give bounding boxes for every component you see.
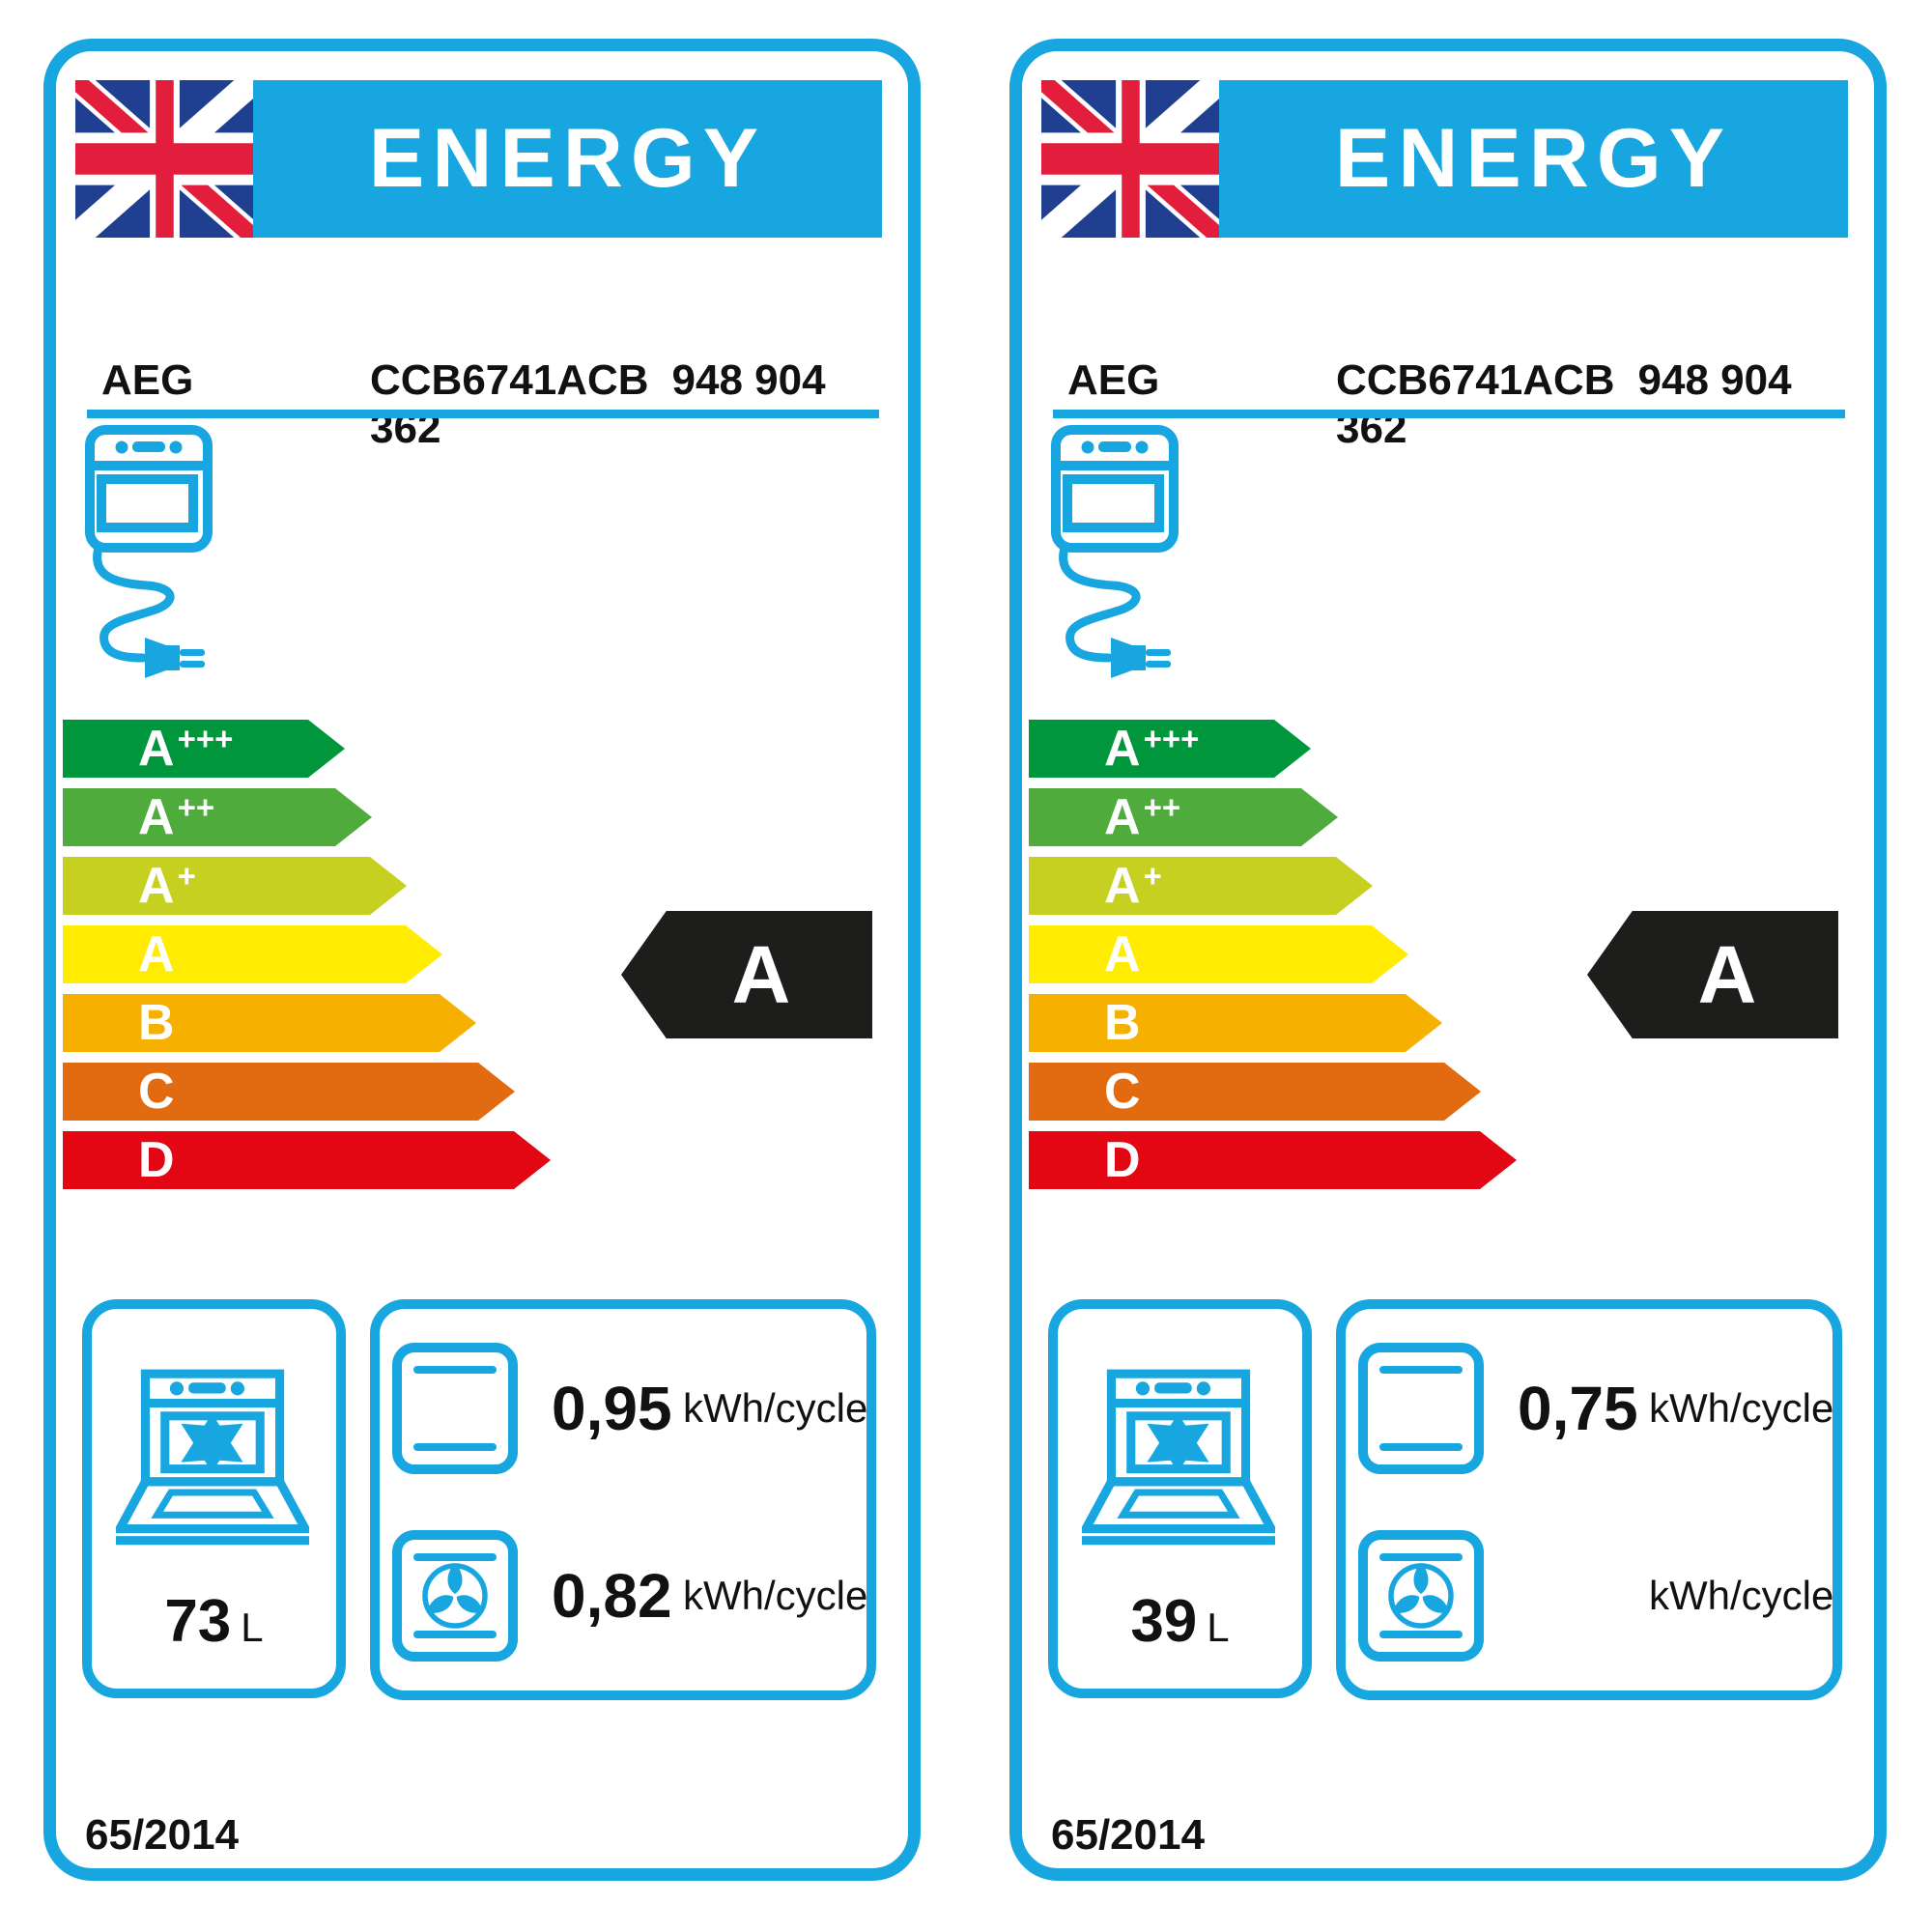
scale-row-d: D [1029,1131,1517,1189]
scale-row-a3: A +++ [1029,720,1311,778]
fan-value: 0,82 [552,1561,672,1631]
open-oven-icon [116,1369,309,1546]
conventional-oven-icon [1358,1343,1484,1474]
efficiency-scale: A +++ A ++ A + A B C D [1029,720,1608,1200]
scale-row-d: D [63,1131,551,1189]
conventional-unit: kWh/cycle [1649,1385,1834,1431]
energy-banner: ENERGY [1219,80,1848,238]
scale-row-a: A [1029,925,1408,983]
regulation-reference: 65/2014 [1051,1811,1206,1859]
capacity-readout: 73 L [92,1587,336,1656]
scale-row-a2: A ++ [63,788,372,846]
capacity-value: 73 [164,1588,232,1655]
model-identifier: CCB6741ACB 948 904 362 [1336,356,1874,453]
capacity-box: 73 L [82,1299,346,1698]
conventional-row: 0,75 kWh/cycle [1358,1343,1833,1474]
consumption-box: 0,95 kWh/cycle 0,82 kWh/cycle [370,1299,876,1700]
scale-row-a1: A + [1029,857,1373,915]
uk-flag-icon [1041,80,1220,238]
model-identifier: CCB6741ACB 948 904 362 [370,356,908,453]
fan-row: kWh/cycle [1358,1530,1833,1662]
oven-plug-icon [1051,425,1179,678]
consumption-box: 0,75 kWh/cycle kWh/cycle [1336,1299,1842,1700]
fan-unit: kWh/cycle [1649,1573,1834,1618]
divider [87,410,879,418]
energy-label-right: ENERGY AEG CCB6741ACB 948 904 362 A +++ A +… [1009,39,1887,1881]
conventional-row: 0,95 kWh/cycle [392,1343,867,1474]
scale-row-a3: A +++ [63,720,345,778]
scale-row-b: B [1029,994,1442,1052]
capacity-readout: 39 L [1058,1587,1302,1656]
energy-banner: ENERGY [253,80,882,238]
divider [1053,410,1845,418]
scale-row-a2: A ++ [1029,788,1338,846]
capacity-unit: L [1207,1605,1230,1650]
capacity-unit: L [241,1605,264,1650]
energy-label-left: ENERGY AEG CCB6741ACB 948 904 362 A +++ A +… [43,39,921,1881]
fan-oven-icon [392,1530,518,1662]
energy-title: ENERGY [368,112,767,205]
capacity-value: 39 [1130,1588,1198,1655]
rating-indicator: A [1587,911,1838,1038]
model-name: CCB6741ACB [1336,356,1615,404]
scale-row-a: A [63,925,442,983]
fan-unit: kWh/cycle [683,1573,868,1618]
capacity-box: 39 L [1048,1299,1312,1698]
conventional-unit: kWh/cycle [683,1385,868,1431]
uk-flag-icon [75,80,254,238]
open-oven-icon [1082,1369,1275,1546]
rating-letter: A [1697,929,1757,1020]
fan-row: 0,82 kWh/cycle [392,1530,867,1662]
fan-oven-icon [1358,1530,1484,1662]
scale-row-c: C [1029,1063,1481,1121]
efficiency-scale: A +++ A ++ A + A B C D [63,720,642,1200]
rating-letter: A [731,929,791,1020]
scale-row-a1: A + [63,857,407,915]
brand-name: AEG [101,356,194,404]
brand-name: AEG [1067,356,1160,404]
conventional-value: 0,95 [552,1374,672,1443]
scale-row-c: C [63,1063,515,1121]
energy-title: ENERGY [1334,112,1733,205]
regulation-reference: 65/2014 [85,1811,240,1859]
rating-indicator: A [621,911,872,1038]
oven-plug-icon [85,425,213,678]
conventional-value: 0,75 [1518,1374,1638,1443]
conventional-oven-icon [392,1343,518,1474]
scale-row-b: B [63,994,476,1052]
model-name: CCB6741ACB [370,356,649,404]
